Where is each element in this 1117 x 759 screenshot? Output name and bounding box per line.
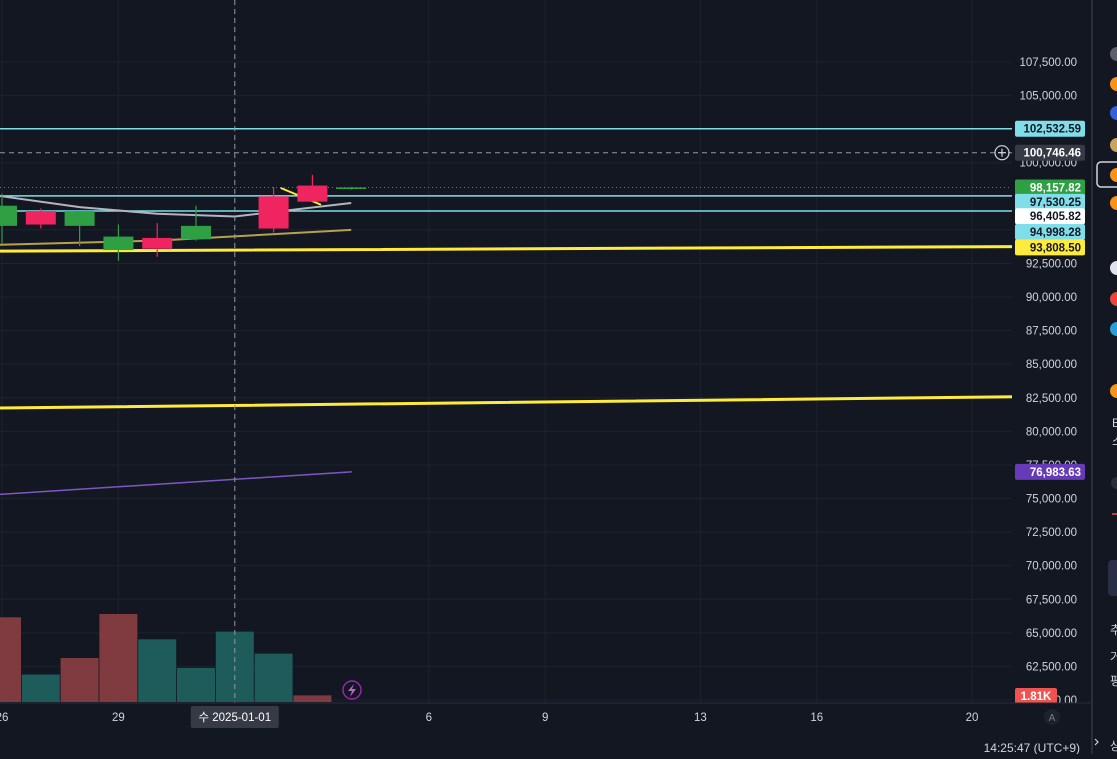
price-tag-label: 76,983.63 — [1030, 467, 1081, 479]
candle-body[interactable] — [142, 237, 173, 249]
price-tick-label: 67,500.00 — [1026, 594, 1077, 606]
price-tick-label: 62,500.00 — [1026, 661, 1077, 673]
crosshair — [0, 0, 1012, 703]
candle-body[interactable] — [25, 211, 56, 225]
price-tag — [1015, 224, 1085, 241]
watchlist-coin-icon[interactable] — [1110, 138, 1117, 152]
add-alert-icon-circle — [994, 145, 1010, 161]
price-tick-label: 75,000.00 — [1026, 494, 1077, 506]
watchlist-coin-icon[interactable] — [1110, 384, 1117, 398]
time-tick-label: 20 — [966, 712, 979, 724]
volume-bar — [60, 658, 99, 702]
auto-scale-button[interactable] — [1044, 709, 1060, 725]
price-tag-label: 100,746.46 — [1023, 148, 1081, 160]
price-tag-label: 102,532.59 — [1023, 124, 1081, 136]
volume-tag — [1015, 688, 1057, 704]
price-tick-label: 85,000.00 — [1026, 359, 1077, 371]
time-tick-label: 26 — [0, 712, 8, 724]
time-tick-label: 6 — [426, 712, 432, 724]
price-tick-label: 107,500.00 — [1019, 57, 1077, 69]
price-tick-label: 92,500.00 — [1026, 258, 1077, 270]
candle-body[interactable] — [64, 211, 95, 226]
price-tick-label: 80,000.00 — [1026, 426, 1077, 438]
price-tag — [1015, 193, 1085, 210]
price-tag-label: 94,998.28 — [1030, 227, 1082, 239]
sidebar-text-fragment: 평 — [1110, 674, 1117, 688]
time-tick-label: 29 — [112, 712, 125, 724]
watchlist-coin-icon[interactable] — [1110, 106, 1117, 120]
price-tick-label: 65,000.00 — [1026, 628, 1077, 640]
time-axis[interactable]: 26 29 6 9 13 16 20 수 2025-01-01 A 14:25:47 (UTC+9… — [0, 702, 1092, 755]
candle-body[interactable] — [336, 187, 367, 189]
price-tick-label: 72,500.00 — [1026, 527, 1077, 539]
time-tick-label: 13 — [694, 712, 707, 724]
price-tag — [1015, 144, 1085, 161]
crosshair-time-tag — [190, 706, 279, 728]
sidebar-text-fragment: 추 — [1110, 623, 1117, 637]
volume-bar — [0, 617, 21, 702]
auto-scale-label: A — [1049, 713, 1056, 724]
price-tag — [1015, 239, 1085, 256]
watchlist-coin-icon[interactable] — [1110, 261, 1117, 275]
price-tick-label: 105,000.00 — [1019, 91, 1077, 103]
candle-body[interactable] — [297, 185, 328, 202]
selected-watchlist-item[interactable] — [1096, 161, 1117, 188]
price-tick-label: 82,500.00 — [1026, 393, 1077, 405]
sidebar-text-fragment: B — [1112, 416, 1117, 430]
price-axis[interactable]: 107,500.00105,000.00102,500.00100,000.00… — [994, 0, 1092, 707]
trend-line[interactable] — [0, 471, 352, 497]
volume-bar — [254, 653, 293, 702]
sidebar-bg — [1092, 0, 1117, 754]
volume-bar — [138, 639, 177, 702]
chevron-right-icon[interactable] — [1094, 738, 1099, 746]
price-tag-label: 93,808.50 — [1030, 242, 1081, 254]
candle-body[interactable] — [258, 196, 289, 229]
watchlist-coin-icon[interactable] — [1110, 292, 1117, 306]
price-tick-label: 100,000.00 — [1019, 158, 1077, 170]
price-tick-label: 90,000.00 — [1026, 292, 1077, 304]
lightning-icon[interactable] — [342, 680, 362, 700]
lightning-icon-glyph — [348, 684, 356, 697]
watchlist-coin-icon[interactable] — [1110, 196, 1117, 210]
watchlist-coin-icon[interactable] — [1110, 168, 1117, 182]
candle-body[interactable] — [0, 205, 17, 226]
price-tag — [1015, 208, 1085, 225]
price-tag-label: 97,530.25 — [1030, 197, 1082, 209]
watchlist-coin-icon[interactable] — [1110, 322, 1117, 336]
time-tick-label: 16 — [810, 712, 823, 724]
crosshair-time-label: 수 2025-01-01 — [198, 711, 271, 724]
sidebar-text-fragment: 거 — [1110, 650, 1117, 664]
time-tick-label: 9 — [542, 712, 548, 724]
candle-body[interactable] — [103, 236, 134, 251]
volume-bar — [99, 614, 138, 702]
sidebar-text-fragment: 상 — [1110, 739, 1117, 753]
sidebar-panel-block — [1108, 560, 1117, 596]
lightning-icon-circle — [342, 680, 362, 700]
right-sidebar[interactable]: B스추거평상 — [1091, 0, 1117, 754]
volume-bar — [293, 695, 332, 702]
volume-bar — [21, 674, 60, 702]
clock-display: 14:25:47 (UTC+9) — [984, 741, 1080, 754]
price-tag-label: 96,405.82 — [1030, 211, 1081, 223]
price-tag-label: 98,157.82 — [1030, 182, 1081, 194]
trend-line[interactable] — [0, 394, 1117, 410]
candle-body[interactable] — [181, 225, 211, 240]
price-axis-bg — [1012, 0, 1092, 703]
watchlist-coin-icon[interactable] — [1110, 77, 1117, 91]
price-tag — [1015, 120, 1085, 137]
price-tick-label: 70,000.00 — [1026, 561, 1077, 573]
candles[interactable] — [0, 171, 367, 261]
volume-tag-label: 1.81K — [1021, 691, 1052, 703]
time-axis-bg — [0, 703, 1092, 754]
volume-bar — [177, 667, 215, 702]
watchlist-coin-icon[interactable] — [1110, 47, 1117, 61]
sidebar-text-fragment: 스 — [1112, 434, 1117, 448]
sidebar-search-icon[interactable] — [1111, 477, 1117, 489]
price-tick-label: 87,500.00 — [1026, 326, 1077, 338]
add-alert-icon[interactable] — [994, 145, 1010, 161]
volume-pane — [0, 614, 362, 702]
price-tag — [1015, 463, 1085, 480]
